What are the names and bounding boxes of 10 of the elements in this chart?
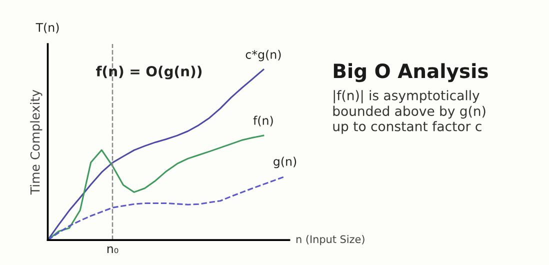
series-label: f(n) [253, 116, 273, 126]
text: n₀ [107, 246, 118, 254]
x-axis-title: n (Input Size) [296, 235, 364, 246]
annotation: f(n) = O(g(n)) [96, 66, 202, 80]
text: T(n) [36, 22, 59, 34]
series-label: c*g(n) [246, 50, 281, 62]
series-label: g(n) [274, 156, 296, 168]
text: |f(n)| is asymptotically bounded above by g(n) up to constant factor c [333, 90, 486, 134]
text: Big O Analysis [334, 63, 488, 82]
y-axis-title: Time Complexity [30, 90, 42, 195]
